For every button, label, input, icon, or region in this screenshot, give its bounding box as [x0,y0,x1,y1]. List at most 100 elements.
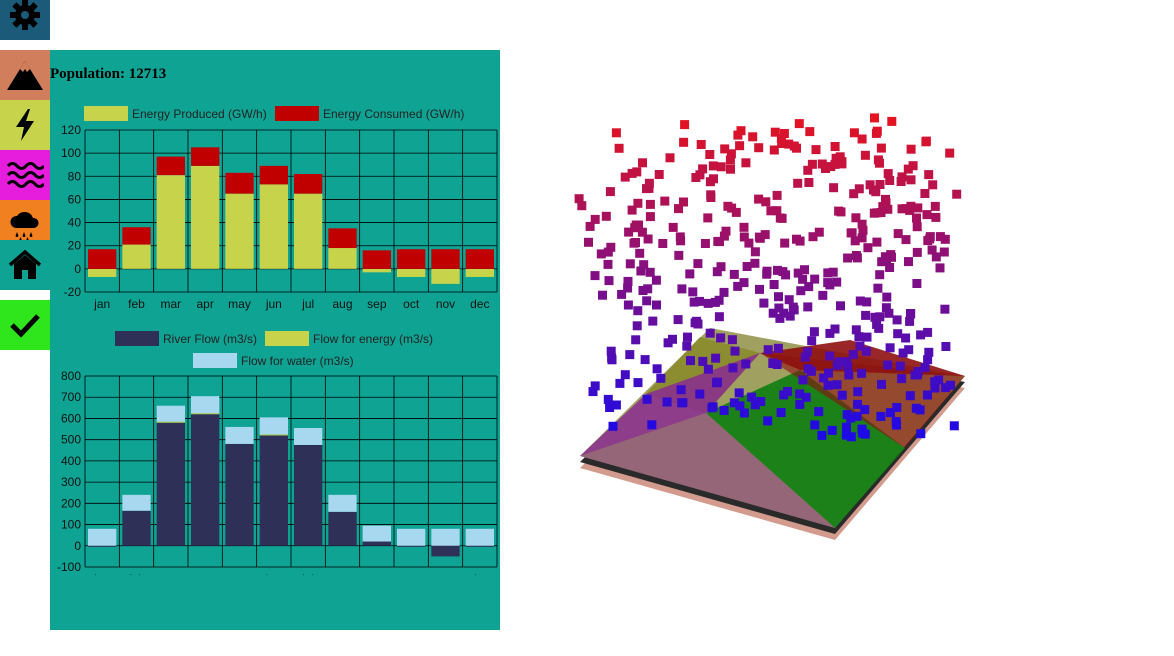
population-point [883,360,893,370]
population-point [860,405,870,415]
bar-segment [362,268,391,273]
population-point [693,259,703,269]
confirm-button[interactable] [0,300,50,350]
population-point [614,143,624,153]
x-tick-label: aug [332,572,352,575]
population-point [741,359,751,369]
population-point [817,430,827,440]
population-point [712,267,722,277]
population-point [851,325,861,335]
population-point [847,228,857,238]
settings-button[interactable] [0,0,50,40]
population-point [676,385,686,395]
population-point [605,187,615,197]
bar-segment [191,396,220,414]
population-point [920,363,930,373]
population-point [941,342,951,351]
population-point [935,232,945,242]
population-point [798,274,808,284]
population-point [885,176,895,185]
population-point [772,206,782,216]
population-point [763,416,773,426]
x-tick-label: may [228,572,251,575]
population-point [832,380,842,390]
population-point [731,207,741,217]
population-point [798,375,808,385]
population-point [644,183,654,193]
y-tick-label: 800 [61,369,81,383]
population-point [819,373,829,383]
population-point [883,204,893,214]
bar-segment [294,444,323,546]
population-point [817,159,827,169]
population-point [638,286,648,295]
city-button[interactable] [0,240,50,290]
population-point [846,413,856,423]
population-point [803,165,813,175]
population-point [679,137,689,147]
population-point [648,316,658,326]
terrain-3d-view[interactable] [560,100,980,560]
population-point [897,172,907,182]
population-point [632,321,642,331]
x-tick-label: mar [160,297,181,311]
y-tick-label: 600 [61,411,81,425]
population-point [895,361,905,371]
population-point [843,361,853,371]
population-point [651,275,661,285]
population-point [603,247,613,257]
population-point [768,308,778,318]
legend-swatch [265,331,309,346]
population-point [796,286,806,296]
population-point [849,189,859,199]
population-point [905,316,915,326]
population-point [789,141,799,151]
water-button[interactable] [0,150,50,200]
population-point [741,158,751,168]
population-point [858,225,868,235]
population-point [935,263,945,273]
population-point [584,237,593,247]
x-tick-label: feb [128,297,145,311]
bar-segment [191,413,220,415]
population-point [785,311,795,321]
population-point [793,268,803,278]
population-point [754,143,764,153]
y-tick-label: 0 [74,262,81,276]
population-point [818,290,828,300]
population-point [603,394,613,404]
population-point [835,152,845,162]
terrain-button[interactable] [0,50,50,100]
population-point [716,333,726,343]
population-point [844,370,854,380]
population-point [735,401,745,411]
population-point [893,229,903,239]
legend-label: Energy Consumed (GW/h) [323,107,464,121]
population-point [855,341,865,351]
population-point [912,247,922,257]
population-point [777,213,787,223]
population-point [881,194,890,204]
population-point [865,180,875,190]
population-point [804,178,814,187]
bar-segment [122,510,151,546]
x-tick-label: nov [436,297,455,311]
x-tick-label: jan [93,572,110,575]
population-point [674,250,684,260]
population-point [739,408,749,418]
population-point [707,403,717,413]
population-point [904,257,913,267]
population-point [590,271,600,281]
population-point [726,149,736,159]
population-point [679,197,688,207]
bar-segment [465,268,494,277]
population-point [585,221,595,231]
waves-icon [6,162,44,188]
population-point [769,145,779,155]
population-point [807,336,817,346]
energy-button[interactable] [0,100,50,150]
population-point [841,430,851,440]
population-point [877,379,886,389]
population-point [939,247,949,257]
population-point [857,134,867,144]
